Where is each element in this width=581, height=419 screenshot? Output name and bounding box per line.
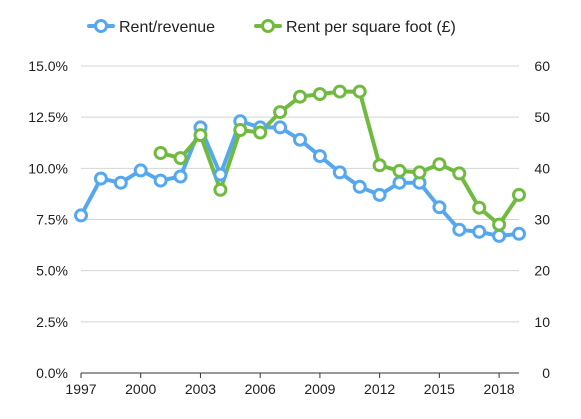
y2-tick-label: 0: [542, 365, 550, 381]
series-2-point: [213, 182, 228, 197]
series-1-point: [133, 163, 148, 178]
series-2-point: [412, 165, 427, 180]
legend-marker: [261, 19, 275, 33]
y-tick-label: 10.0%: [28, 160, 68, 176]
series-2-point: [392, 163, 407, 178]
series-2-point: [432, 157, 447, 172]
series-1-point: [372, 187, 387, 202]
series-2-point: [193, 128, 208, 143]
series-1-point: [392, 175, 407, 190]
series-2-point: [492, 217, 507, 232]
legend-label: Rent per square foot (£): [286, 19, 456, 36]
series-2-point: [273, 105, 288, 120]
y2-tick-label: 50: [534, 109, 550, 125]
series-2-point: [253, 125, 268, 140]
legend: Rent/revenue Rent per square foot (£): [87, 19, 456, 36]
series-1-point: [352, 179, 367, 194]
legend-marker: [94, 19, 108, 33]
series-2-point: [332, 84, 347, 99]
series-1-point: [273, 120, 288, 135]
x-tick-label: 2018: [484, 381, 515, 397]
series-1-point: [93, 171, 108, 186]
y2-tick-label: 10: [534, 314, 550, 330]
series-1-point: [492, 228, 507, 243]
series-1-point: [432, 200, 447, 215]
series-2-point: [233, 123, 248, 137]
x-tick-label: 2000: [125, 381, 156, 397]
y-tick-label: 7.5%: [36, 212, 68, 228]
y-tick-label: 15.0%: [28, 58, 68, 74]
series-2-point: [312, 87, 327, 102]
x-tick-label: 2006: [245, 381, 276, 397]
series-1-point: [213, 167, 228, 182]
series-lines: [74, 84, 526, 243]
series-1-point: [452, 222, 467, 237]
legend-label: Rent/revenue: [119, 19, 215, 36]
series-1-point: [113, 175, 128, 190]
series-1-point: [512, 226, 526, 241]
x-tick-label: 2009: [304, 381, 335, 397]
series-2-point: [472, 200, 487, 215]
series-2-point: [293, 89, 307, 104]
y-tick-label: 2.5%: [36, 314, 68, 330]
y2-tick-label: 40: [534, 160, 550, 176]
y-tick-label: 12.5%: [28, 109, 68, 125]
series-2-point: [352, 84, 367, 99]
y-tick-label: 0.0%: [36, 365, 68, 381]
series-2-point: [512, 187, 526, 202]
series-2-point: [372, 158, 387, 173]
series-1-point: [332, 165, 347, 180]
y2-tick-label: 30: [534, 212, 550, 228]
x-tick-label: 1997: [65, 381, 96, 397]
x-tick-label: 2012: [364, 381, 395, 397]
y2-tick-label: 20: [534, 263, 550, 279]
series-1-point: [312, 149, 327, 164]
x-tick-label: 2015: [424, 381, 455, 397]
y-tick-label: 5.0%: [36, 263, 68, 279]
series-1-point: [472, 224, 487, 239]
series-2-point: [153, 146, 168, 160]
axes: 0.0% 2.5% 5.0% 7.5% 10.0% 12.5% 15.0% 0 10 20 30 40…: [28, 58, 550, 397]
series-1-point: [173, 169, 188, 184]
grid-lines: [81, 65, 519, 374]
series-2-point: [173, 151, 188, 166]
series-1-point: [74, 208, 88, 223]
series-1-point: [153, 173, 168, 188]
y2-tick-label: 60: [534, 58, 550, 74]
series-2-point: [452, 166, 467, 181]
series-1-point: [293, 132, 307, 147]
x-tick-label: 2003: [185, 381, 216, 397]
